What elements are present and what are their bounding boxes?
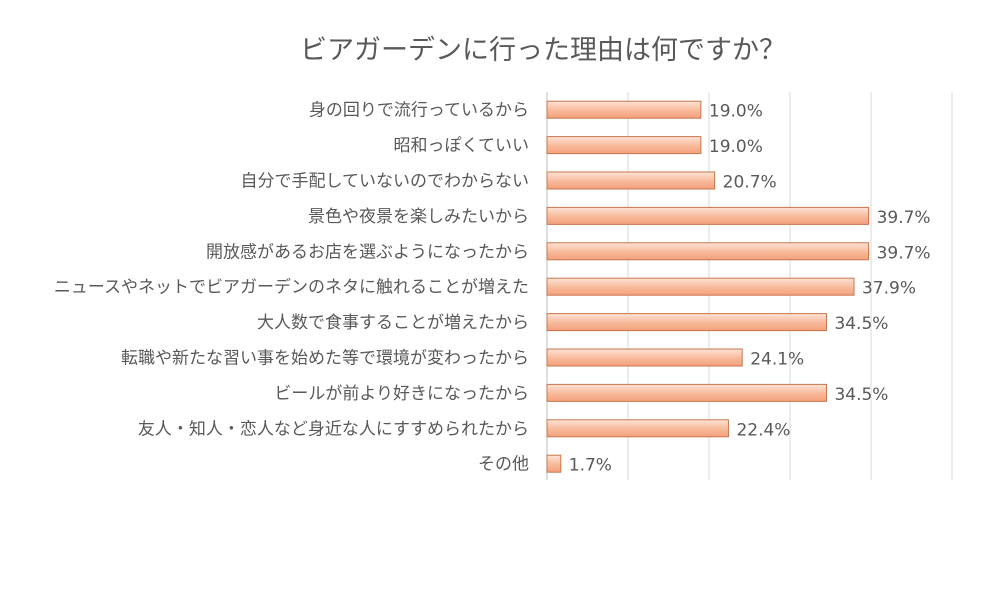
bar [546, 100, 702, 119]
data-label: 19.0% [709, 102, 763, 122]
category-label: その他 [478, 455, 529, 475]
bar [546, 454, 562, 473]
category-label: ニュースやネットでビアガーデンのネタに触れることが増えた [54, 277, 529, 298]
bar [546, 419, 729, 438]
bar [546, 206, 870, 225]
data-label: 34.5% [834, 385, 888, 405]
data-label: 22.4% [736, 420, 790, 440]
category-label: 昭和っぽくていい [394, 136, 530, 156]
bar [546, 242, 870, 261]
data-label: 39.7% [877, 243, 931, 263]
bars [546, 100, 870, 473]
category-label: 自分で手配していないのでわからない [241, 172, 530, 192]
category-label: 転職や新たな習い事を始めた等で環境が変わったから [121, 349, 529, 369]
data-label: 20.7% [723, 173, 777, 193]
category-label: 友人・知人・恋人など身近な人にすすめられたから [138, 418, 529, 439]
data-label: 37.9% [862, 279, 916, 299]
category-label: 開放感があるお店を選ぶようになったから [206, 242, 529, 262]
data-label: 34.5% [834, 314, 888, 334]
data-label: 24.1% [750, 350, 804, 370]
category-label: 身の回りで流行っているから [309, 101, 529, 121]
labels: 身の回りで流行っているから 19.0% 昭和っぽくていい 19.0% 自分で手配していな… [54, 101, 931, 476]
bar [546, 277, 855, 296]
data-label: 39.7% [877, 208, 931, 228]
bar [546, 171, 716, 190]
bar [546, 313, 827, 332]
category-label: 景色や夜景を楽しみたいから [308, 207, 529, 227]
chart-title: ビアガーデンに行った理由は何ですか？ [300, 35, 786, 66]
bar [546, 383, 827, 402]
data-label: 19.0% [709, 137, 763, 157]
bar [546, 136, 702, 155]
category-label: ビールが前より好きになったから [274, 384, 529, 404]
bar [546, 348, 743, 367]
category-label: 大人数で食事することが増えたから [257, 313, 529, 333]
data-label: 1.7% [569, 456, 612, 476]
